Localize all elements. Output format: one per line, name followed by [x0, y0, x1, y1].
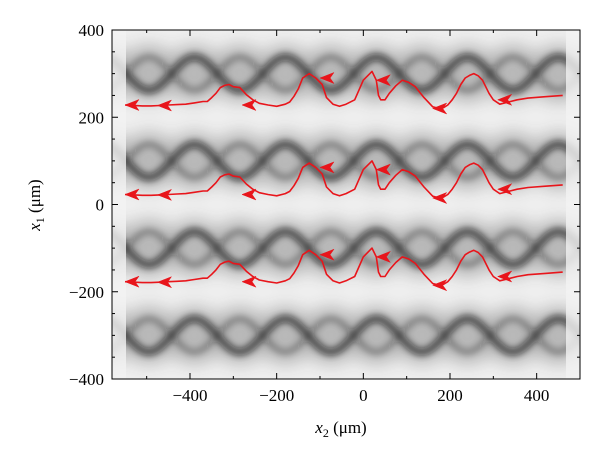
arrowhead-3-6: [156, 276, 173, 289]
arrowhead-3-5: [241, 275, 257, 288]
arrowhead-3-2: [432, 279, 448, 292]
arrowhead-1-7: [124, 98, 140, 112]
x-tick-label: −400: [172, 386, 207, 405]
arrowhead-3-4: [319, 248, 335, 261]
arrowhead-2-2: [432, 191, 448, 205]
y-tick-label: 400: [79, 21, 105, 40]
arrowhead-2-5: [241, 188, 257, 201]
arrowhead-1-3: [375, 74, 391, 87]
series-layer: [124, 70, 563, 286]
y-axis-label: x1 (μm): [25, 179, 47, 231]
arrowhead-1-2: [432, 102, 448, 115]
arrowhead-1-5: [241, 98, 257, 112]
arrowhead-2-1: [497, 183, 513, 196]
arrowhead-1-1: [497, 93, 513, 106]
trajectory-line-2: [124, 160, 563, 199]
x-axis-label: x2 (μm): [314, 418, 366, 440]
arrowhead-3-7: [124, 275, 140, 288]
arrowhead-2-4: [319, 161, 335, 174]
x-tick-label: −200: [259, 386, 294, 405]
x-tick-label: 200: [437, 386, 463, 405]
y-tick-label: −200: [69, 283, 104, 302]
trajectory-line-1: [124, 70, 563, 110]
arrow-layer: [124, 71, 513, 292]
y-tick-label: 200: [79, 108, 105, 127]
x-tick-labels: −400 −200 0 200 400: [172, 386, 549, 405]
arrowhead-3-3: [375, 250, 391, 263]
y-tick-label: 0: [96, 196, 105, 215]
arrowhead-1-6: [156, 99, 173, 112]
y-tick-labels: −400 −200 0 200 400: [69, 21, 104, 389]
arrowhead-1-4: [319, 71, 335, 85]
background-pattern: [112, 30, 580, 379]
tick-layer: [112, 29, 581, 380]
y-tick-label: −400: [69, 370, 104, 389]
arrowhead-3-1: [497, 270, 513, 283]
x-tick-label: 400: [524, 386, 550, 405]
trajectory-line-3: [124, 247, 563, 286]
arrowhead-2-3: [375, 163, 391, 176]
arrowhead-2-7: [124, 188, 140, 201]
arrowhead-2-6: [156, 188, 173, 201]
x-tick-label: 0: [359, 386, 368, 405]
